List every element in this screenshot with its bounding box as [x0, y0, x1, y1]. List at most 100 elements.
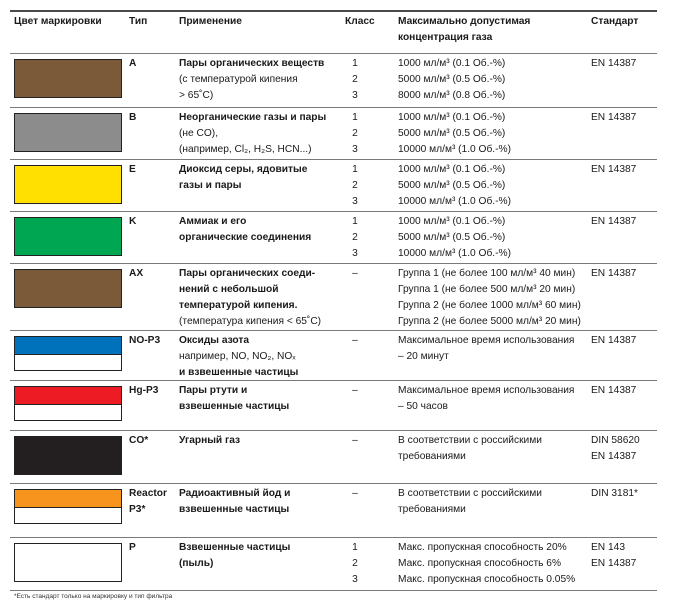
concentration-line: Максимальное время использования: [398, 335, 575, 346]
filter-type: K: [129, 214, 136, 230]
application-line: нений с небольшой: [179, 284, 279, 295]
concentration-line: В соответствии с российскими: [398, 435, 542, 446]
swatch-color-band: [15, 490, 121, 507]
class-value: –: [352, 488, 358, 499]
header-class: Класс: [345, 16, 375, 27]
class-value: 3: [352, 144, 358, 155]
standard: EN 14387: [591, 162, 661, 178]
color-swatch: [14, 165, 122, 204]
header-type: Тип: [129, 16, 148, 27]
concentration-line: Макс. пропускная способность 6%: [398, 558, 562, 569]
filter-type-line: Reactor: [129, 488, 167, 499]
color-swatch: [14, 113, 122, 152]
class-value: 2: [352, 74, 358, 85]
application-line: Пары ртути и: [179, 385, 248, 396]
color-swatch: [14, 217, 122, 256]
row-separator: [10, 330, 657, 331]
application: Аммиак и его органические соединения: [179, 214, 339, 246]
concentration-line: Макс. пропускная способность 0.05%: [398, 574, 576, 585]
class-values: 1 2 3: [345, 162, 365, 210]
class-values: –: [345, 486, 365, 502]
concentration: 1000 мл/м³ (0.1 Об.-%) 5000 мл/м³ (0.5 Об…: [398, 110, 583, 158]
color-swatch: [14, 543, 122, 582]
concentration-line: 1000 мл/м³ (0.1 Об.-%): [398, 164, 506, 175]
application-line: Взвешенные частицы: [179, 542, 291, 553]
filter-type-line: P3*: [129, 504, 146, 515]
concentration: 1000 мл/м³ (0.1 Об.-%) 5000 мл/м³ (0.5 Об…: [398, 162, 583, 210]
class-value: 3: [352, 196, 358, 207]
application: Пары ртути и взвешенные частицы: [179, 383, 339, 415]
class-value: 1: [352, 112, 358, 123]
application-line: взвешенные частицы: [179, 504, 290, 515]
application-line: (например, Cl₂, H₂S, HCN...): [179, 144, 312, 155]
standard-line: EN 14387: [591, 164, 637, 175]
row-separator: [10, 380, 657, 381]
filter-type: NO-P3: [129, 333, 160, 349]
concentration: Максимальное время использования – 20 мин…: [398, 333, 583, 365]
class-value: –: [352, 435, 358, 446]
concentration-line: 10000 мл/м³ (1.0 Об.-%): [398, 144, 511, 155]
concentration-line: 8000 мл/м³ (0.8 Об.-%): [398, 90, 506, 101]
standard-line: DIN 58620: [591, 435, 640, 446]
color-swatch: [14, 386, 122, 421]
row-separator: [10, 430, 657, 431]
concentration-line: 10000 мл/м³ (1.0 Об.-%): [398, 196, 511, 207]
color-swatch: [14, 336, 122, 371]
application: Угарный газ: [179, 433, 339, 449]
standard-line: EN 14387: [591, 335, 637, 346]
filter-type-line: CO*: [129, 435, 149, 446]
application-line: Диоксид серы, ядовитые: [179, 164, 308, 175]
application-line: (пыль): [179, 558, 214, 569]
concentration-line: требованиями: [398, 451, 466, 462]
swatch-white-band: [15, 404, 121, 420]
class-value: 3: [352, 248, 358, 259]
application-line: органические соединения: [179, 232, 312, 243]
application-line: Оксиды азота: [179, 335, 250, 346]
application-line: и взвешенные частицы: [179, 367, 299, 378]
class-value: –: [352, 385, 358, 396]
class-value: –: [352, 268, 358, 279]
concentration: 1000 мл/м³ (0.1 Об.-%) 5000 мл/м³ (0.5 Об…: [398, 214, 583, 262]
application-line: Угарный газ: [179, 435, 241, 446]
header-application: Применение: [179, 16, 242, 27]
filter-type: P: [129, 540, 136, 556]
application-line: Пары органических соеди-: [179, 268, 316, 279]
class-value: –: [352, 335, 358, 346]
filter-type: B: [129, 110, 136, 126]
concentration-line: 10000 мл/м³ (1.0 Об.-%): [398, 248, 511, 259]
concentration-line: 5000 мл/м³ (0.5 Об.-%): [398, 74, 506, 85]
concentration-line: 5000 мл/м³ (0.5 Об.-%): [398, 180, 506, 191]
standard-line: EN 14387: [591, 58, 637, 69]
class-values: 1 2 3: [345, 56, 365, 104]
standard: EN 14387: [591, 266, 661, 282]
application: Пары органических соеди-нений с небольшо…: [179, 266, 339, 330]
header-concentration-line: Максимально допустимая: [398, 16, 531, 27]
concentration-line: 1000 мл/м³ (0.1 Об.-%): [398, 216, 506, 227]
standard: EN 14387: [591, 333, 661, 349]
concentration-line: 1000 мл/м³ (0.1 Об.-%): [398, 58, 506, 69]
standard: EN 14387: [591, 110, 661, 126]
concentration-line: 5000 мл/м³ (0.5 Об.-%): [398, 232, 506, 243]
concentration: В соответствии с российскими требованиями: [398, 433, 583, 465]
concentration: Максимальное время использования – 50 час…: [398, 383, 583, 415]
standard-line: EN 143: [591, 542, 625, 553]
application-line: Неорганические газы и пары: [179, 112, 327, 123]
row-separator: [10, 537, 657, 538]
row-separator: [10, 159, 657, 160]
application: Радиоактивный йод и взвешенные частицы: [179, 486, 339, 518]
application-line: Аммиак и его: [179, 216, 247, 227]
filter-type-line: A: [129, 58, 137, 69]
application: Пары органических веществ (с температурой…: [179, 56, 339, 104]
color-swatch: [14, 59, 122, 98]
filter-type-line: P: [129, 542, 136, 553]
class-values: –: [345, 333, 365, 349]
application-line: (с температурой кипения: [179, 74, 298, 85]
filter-type-line: AX: [129, 268, 144, 279]
concentration: В соответствии с российскими требованиями: [398, 486, 583, 518]
standard-line: DIN 3181*: [591, 488, 639, 499]
concentration-line: В соответствии с российскими: [398, 488, 542, 499]
standard-line: EN 14387: [591, 112, 637, 123]
standard: EN 143 EN 14387: [591, 540, 661, 572]
table-top-rule: [10, 10, 657, 12]
application: Неорганические газы и пары (не CO), (напри…: [179, 110, 339, 158]
